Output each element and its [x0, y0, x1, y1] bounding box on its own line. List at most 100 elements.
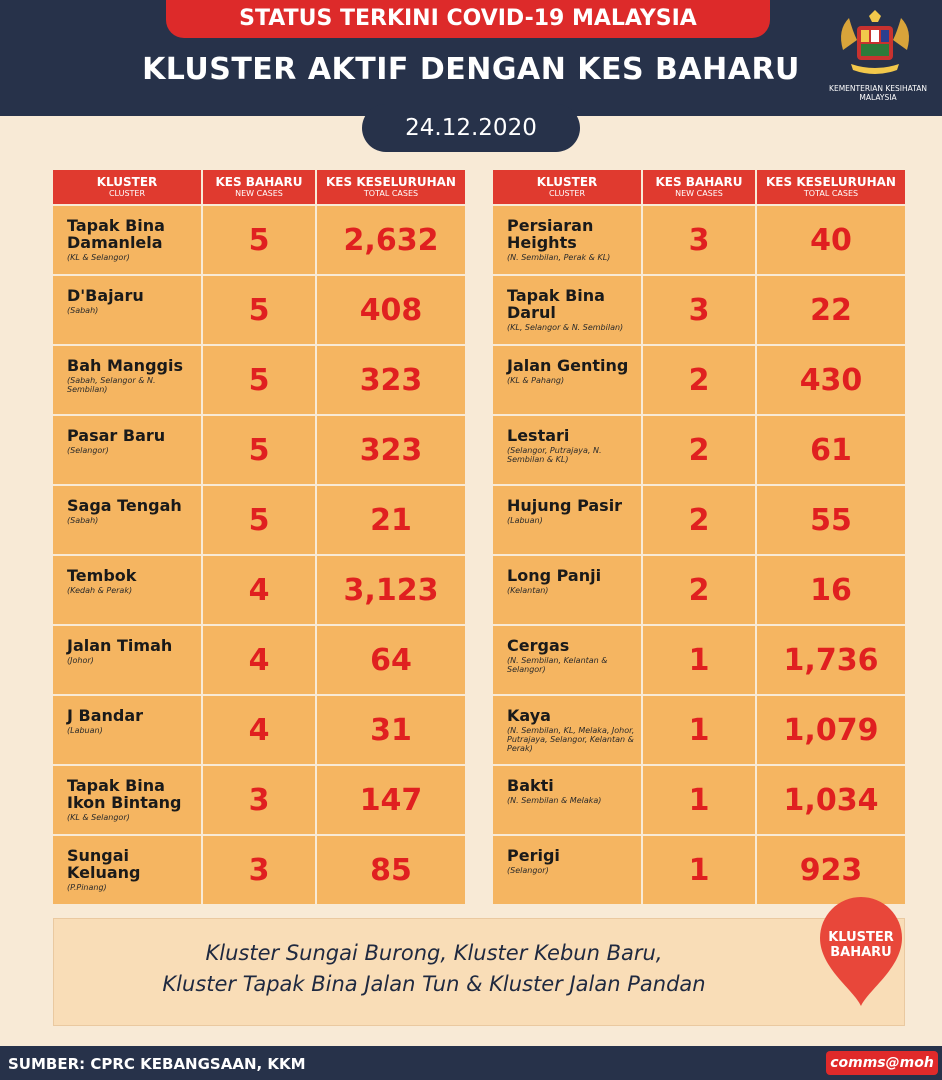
new-cases-value: 1 — [643, 626, 757, 694]
header-new-cases: KES BAHARU NEW CASES — [203, 170, 317, 204]
cluster-region: (KL & Selangor) — [67, 253, 130, 262]
table-row: Sungai Keluang (P.Pinang) 3 85 — [53, 836, 465, 904]
new-cases-value: 2 — [643, 416, 757, 484]
cluster-region: (Kelantan) — [507, 586, 549, 595]
total-cases-value: 1,034 — [757, 766, 905, 834]
cluster-name: Hujung Pasir — [507, 496, 623, 515]
header-bar: STATUS TERKINI COVID-19 MALAYSIA KLUSTER… — [0, 0, 942, 116]
table-row: Lestari (Selangor, Putrajaya, N. Sembilan… — [493, 416, 905, 484]
cluster-cell: Long Panji (Kelantan) — [493, 556, 643, 624]
new-clusters-note: Kluster Sungai Burong, Kluster Kebun Bar… — [53, 918, 905, 1026]
new-cases-value: 2 — [643, 486, 757, 554]
date-label: 24.12.2020 — [362, 104, 580, 152]
total-cases-value: 61 — [757, 416, 905, 484]
cluster-cell: Jalan Timah (Johor) — [53, 626, 203, 694]
malaysia-coat-of-arms-icon — [841, 10, 909, 74]
new-cases-value: 2 — [643, 556, 757, 624]
cluster-cell: Jalan Genting (KL & Pahang) — [493, 346, 643, 414]
cluster-name: Tapak Bina Ikon Bintang — [67, 776, 182, 812]
total-cases-value: 1,079 — [757, 696, 905, 764]
comms-handle: comms@moh — [826, 1051, 938, 1075]
cluster-table-left: KLUSTER CLUSTER KES BAHARU NEW CASES KES K… — [53, 170, 465, 904]
table-row: D'Bajaru (Sabah) 5 408 — [53, 276, 465, 344]
table-row: Jalan Genting (KL & Pahang) 2 430 — [493, 346, 905, 414]
cluster-region: (Labuan) — [67, 726, 103, 735]
cluster-region: (N. Sembilan, Perak & KL) — [507, 253, 611, 262]
table-row: Tembok (Kedah & Perak) 4 3,123 — [53, 556, 465, 624]
total-cases-value: 323 — [317, 416, 465, 484]
total-cases-value: 55 — [757, 486, 905, 554]
total-cases-value: 323 — [317, 346, 465, 414]
new-cases-value: 1 — [643, 766, 757, 834]
cluster-region: (N. Sembilan & Melaka) — [507, 796, 602, 805]
table-header: KLUSTER CLUSTER KES BAHARU NEW CASES KES K… — [53, 170, 465, 204]
cluster-region: (Sabah) — [67, 306, 99, 315]
cluster-name: Saga Tengah — [67, 496, 182, 515]
new-cases-value: 3 — [643, 206, 757, 274]
header-total-cases: KES KESELURUHAN TOTAL CASES — [766, 174, 896, 198]
new-cases-value: 5 — [203, 346, 317, 414]
new-cases-value: 5 — [203, 276, 317, 344]
cluster-name: Tembok — [67, 566, 137, 585]
note-line-2: Kluster Tapak Bina Jalan Tun & Kluster J… — [162, 972, 706, 996]
new-cases-value: 3 — [643, 276, 757, 344]
cluster-name: Long Panji — [507, 566, 602, 585]
total-cases-value: 21 — [317, 486, 465, 554]
cluster-cell: Tapak Bina Darul (KL, Selangor & N. Sembi… — [493, 276, 643, 344]
table-row: Saga Tengah (Sabah) 5 21 — [53, 486, 465, 554]
cluster-name: Sungai Keluang — [67, 846, 141, 882]
table-row: Bah Manggis (Sabah, Selangor & N. Sembila… — [53, 346, 465, 414]
cluster-name: Perigi — [507, 846, 560, 865]
cluster-name: J Bandar — [67, 706, 144, 725]
cluster-name: D'Bajaru — [67, 286, 144, 305]
table-row: J Bandar (Labuan) 4 31 — [53, 696, 465, 764]
table-row: Hujung Pasir (Labuan) 2 55 — [493, 486, 905, 554]
table-row: Tapak Bina Darul (KL, Selangor & N. Sembi… — [493, 276, 905, 344]
cluster-name: Lestari — [507, 426, 570, 445]
cluster-cell: Tapak Bina Ikon Bintang (KL & Selangor) — [53, 766, 203, 834]
new-cluster-badge: KLUSTER BAHARU — [818, 930, 904, 960]
total-cases-value: 40 — [757, 206, 905, 274]
cluster-table-right: KLUSTER CLUSTER KES BAHARU NEW CASES KES K… — [493, 170, 905, 904]
new-cases-value: 3 — [203, 836, 317, 904]
cluster-region: (Sabah) — [67, 516, 99, 525]
cluster-region: (Labuan) — [507, 516, 543, 525]
table-header: KLUSTER CLUSTER KES BAHARU NEW CASES KES K… — [493, 170, 905, 204]
table-row: Pasar Baru (Selangor) 5 323 — [53, 416, 465, 484]
source-label: SUMBER: CPRC KEBANGSAAN, KKM — [8, 1055, 306, 1073]
cluster-region: (N. Sembilan, Kelantan & Selangor) — [507, 656, 608, 674]
new-cases-value: 5 — [203, 206, 317, 274]
cluster-cell: Hujung Pasir (Labuan) — [493, 486, 643, 554]
header-new-cases: KES BAHARU NEW CASES — [643, 170, 757, 204]
cluster-region: (Selangor) — [67, 446, 109, 455]
cluster-name: Pasar Baru — [67, 426, 166, 445]
new-cases-value: 1 — [643, 836, 757, 904]
footer-bar: SUMBER: CPRC KEBANGSAAN, KKM comms@moh — [0, 1046, 942, 1080]
new-cases-value: 5 — [203, 486, 317, 554]
table-row: Tapak Bina Damanlela (KL & Selangor) 5 2,63… — [53, 206, 465, 274]
cluster-cell: Cergas (N. Sembilan, Kelantan & Selangor) — [493, 626, 643, 694]
table-row: Tapak Bina Ikon Bintang (KL & Selangor) 3 1… — [53, 766, 465, 834]
cluster-name: Kaya — [507, 706, 551, 725]
header-cluster: KLUSTER CLUSTER — [53, 170, 203, 204]
cluster-cell: Kaya (N. Sembilan, KL, Melaka, Johor, Put… — [493, 696, 643, 764]
new-cases-value: 5 — [203, 416, 317, 484]
table-row: Kaya (N. Sembilan, KL, Melaka, Johor, Put… — [493, 696, 905, 764]
page-title: KLUSTER AKTIF DENGAN KES BAHARU — [142, 52, 800, 87]
total-cases-value: 1,736 — [757, 626, 905, 694]
cluster-name: Cergas — [507, 636, 570, 655]
new-cases-value: 3 — [203, 766, 317, 834]
total-cases-value: 923 — [757, 836, 905, 904]
cluster-cell: D'Bajaru (Sabah) — [53, 276, 203, 344]
total-cases-value: 16 — [757, 556, 905, 624]
cluster-region: (Selangor, Putrajaya, N. Sembilan & KL) — [507, 446, 602, 464]
total-cases-value: 31 — [317, 696, 465, 764]
total-cases-value: 85 — [317, 836, 465, 904]
cluster-cell: Bakti (N. Sembilan & Melaka) — [493, 766, 643, 834]
cluster-region: (KL, Selangor & N. Sembilan) — [507, 323, 624, 332]
total-cases-value: 64 — [317, 626, 465, 694]
ministry-label: KEMENTERIAN KESIHATAN MALAYSIA — [829, 84, 927, 102]
cluster-cell: Persiaran Heights (N. Sembilan, Perak & K… — [493, 206, 643, 274]
table-row: Perigi (Selangor) 1 923 — [493, 836, 905, 904]
cluster-region: (Kedah & Perak) — [67, 586, 133, 595]
